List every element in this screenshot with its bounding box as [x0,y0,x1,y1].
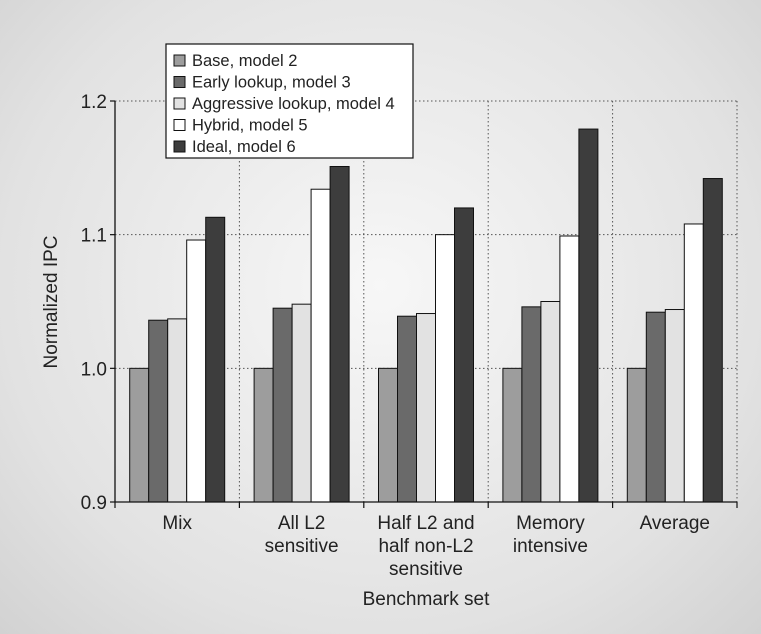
y-tick-labels: 0.9 1.0 1.1 1.2 [81,92,107,514]
category-label-line: Half L2 and [377,513,474,534]
y-tick-label: 0.9 [81,493,107,514]
legend-swatch [173,140,186,153]
bar [148,319,169,503]
category-label-line: All L2 [278,513,326,534]
category-label: All L2 sensitive [265,513,339,557]
bars [129,128,723,503]
bar [378,367,398,503]
legend-entry-label: Early lookup, model 3 [192,74,351,92]
bar [329,165,350,503]
bar [129,367,150,503]
legend-swatch [173,97,186,110]
y-axis-label: Normalized IPC [41,235,62,368]
bar [578,128,599,503]
category-label-line: Mix [162,513,192,534]
bar [291,303,312,503]
category-label: Average [640,513,710,534]
category-label: Memory intensive [513,513,588,557]
bar [559,235,580,503]
category-label-line: Memory [516,513,585,534]
legend-entry-label: Base, model 2 [192,52,297,70]
bar [664,309,685,503]
axes [110,100,738,508]
y-tick-label: 1.2 [81,92,107,113]
bar [540,301,561,503]
bar [416,313,436,503]
bar [186,239,207,503]
bar [502,367,523,503]
bar [310,188,331,503]
category-label-line: sensitive [389,559,463,580]
category-label-line: Average [640,513,710,534]
x-axis-label: Benchmark set [363,589,490,610]
legend-entry-label: Ideal, model 6 [192,138,296,156]
legend-swatch [173,76,186,88]
bar [167,318,188,503]
category-label-line: intensive [513,536,588,557]
y-tick-label: 1.0 [81,359,107,380]
category-label-line: half non-L2 [378,536,473,557]
bar [454,207,474,503]
category-label: Mix [162,513,192,534]
y-tick-label: 1.1 [81,226,107,247]
legend-swatch [173,54,186,67]
legend-entry-label: Aggressive lookup, model 4 [192,95,395,113]
bar [272,307,293,503]
legend-swatch [173,119,186,131]
bar [253,367,274,503]
bar [435,234,455,503]
legend-entry-label: Hybrid, model 5 [192,117,308,135]
bar [645,311,666,503]
category-label: Half L2 and half non-L2 sensitive [377,513,474,580]
bar [626,367,647,503]
bar [205,216,226,503]
bar [702,178,723,503]
legend: Base, model 2 Early lookup, model 3 Aggres… [165,43,414,159]
bar [397,315,417,503]
bar [521,306,542,503]
grid-lines [115,100,738,502]
bar [683,223,704,503]
legend-box [165,43,414,159]
category-label-line: sensitive [265,536,339,557]
